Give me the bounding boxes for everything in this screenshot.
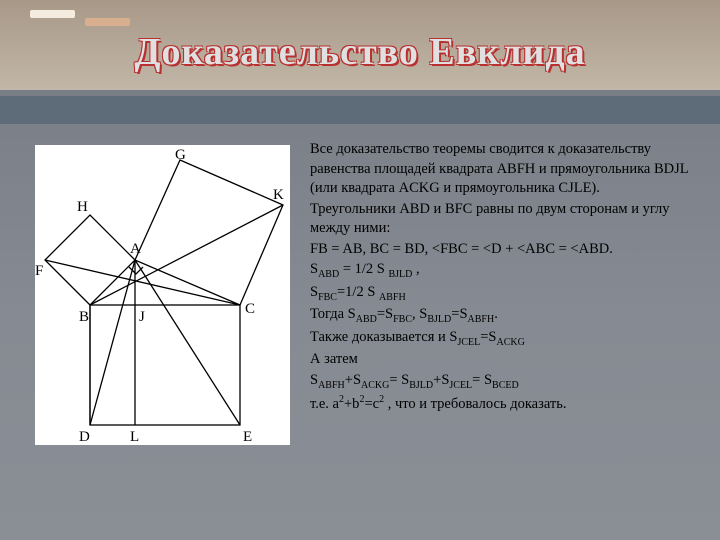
label-C: C bbox=[245, 301, 255, 317]
label-G: G bbox=[175, 147, 186, 163]
proof-p7: Также доказывается и SJCEL=SACKG bbox=[310, 328, 695, 349]
proof-p3: FB = AB, BC = BD, <FBC = <D + <ABC = <AB… bbox=[310, 240, 695, 260]
label-D: D bbox=[79, 429, 90, 445]
label-J: J bbox=[139, 309, 145, 325]
proof-p2: Треугольники ABD и BFC равны по двум сто… bbox=[310, 200, 695, 239]
label-H: H bbox=[77, 199, 88, 215]
proof-p8: А затем bbox=[310, 350, 695, 370]
proof-text: Все доказательство теоремы сводится к до… bbox=[310, 140, 695, 415]
proof-p10: т.е. a2+b2=c2 , что и требовалось доказа… bbox=[310, 393, 695, 414]
label-A: A bbox=[130, 241, 141, 257]
label-F: F bbox=[35, 263, 43, 279]
proof-p6: Тогда SABD=SFBC, SBJLD=SABFH. bbox=[310, 305, 695, 326]
label-B: B bbox=[79, 309, 89, 325]
divider-bar bbox=[0, 96, 720, 124]
page-title: Доказательство Евклида bbox=[0, 30, 720, 74]
label-E: E bbox=[243, 429, 252, 445]
chalk-decoration bbox=[30, 10, 75, 18]
proof-p4: SABD = 1/2 S BJLD , bbox=[310, 260, 695, 281]
proof-p1: Все доказательство теоремы сводится к до… bbox=[310, 140, 695, 199]
label-L: L bbox=[130, 429, 139, 445]
label-K: K bbox=[273, 187, 284, 203]
proof-p5: SFBC=1/2 S ABFH bbox=[310, 283, 695, 304]
proof-p9: SABFH+SACKG= SBJLD+SJCEL= SBCED bbox=[310, 371, 695, 392]
euclid-diagram: G K H A F B J C D L E bbox=[35, 145, 290, 445]
